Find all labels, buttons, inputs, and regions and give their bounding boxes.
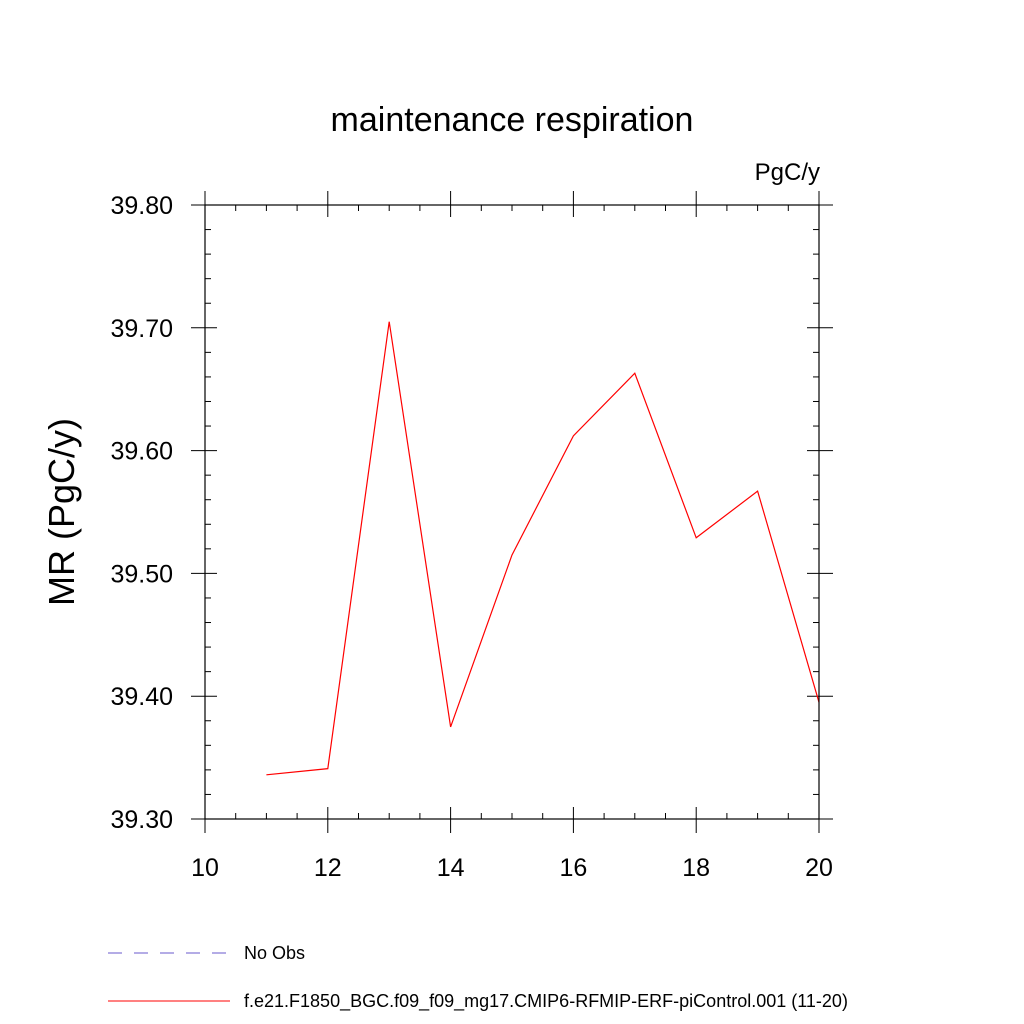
x-tick-label: 16	[559, 854, 587, 882]
x-tick-label: 14	[437, 854, 465, 882]
plot-frame	[204, 204, 820, 820]
x-tick-label: 20	[805, 854, 833, 882]
y-axis-label: MR (PgC/y)	[41, 418, 82, 606]
legend: No Obs f.e21.F1850_BGC.f09_f09_mg17.CMIP6…	[108, 943, 848, 1012]
axis-ticks	[191, 191, 833, 833]
chart-title: maintenance respiration	[331, 101, 694, 139]
x-tick-label: 18	[682, 854, 710, 882]
series-line	[266, 321, 820, 776]
y-tick-label: 39.30	[110, 806, 173, 834]
y-tick-label: 39.70	[110, 315, 173, 343]
x-tick-label: 12	[314, 854, 342, 882]
y-tick-label: 39.60	[110, 438, 173, 466]
x-tick-label: 10	[191, 854, 219, 882]
units-label: PgC/y	[755, 159, 820, 186]
y-tick-label: 39.50	[110, 560, 173, 588]
y-tick-label: 39.40	[110, 683, 173, 711]
legend-label: No Obs	[244, 943, 305, 963]
legend-label: f.e21.F1850_BGC.f09_f09_mg17.CMIP6-RFMIP…	[244, 991, 848, 1012]
axis-tick-labels: 10 12 14 16 18 20 39.30 39.40 39.50 39.60 39.70 39.…	[110, 192, 832, 882]
y-tick-label: 39.80	[110, 192, 173, 220]
series-lines	[266, 321, 820, 776]
